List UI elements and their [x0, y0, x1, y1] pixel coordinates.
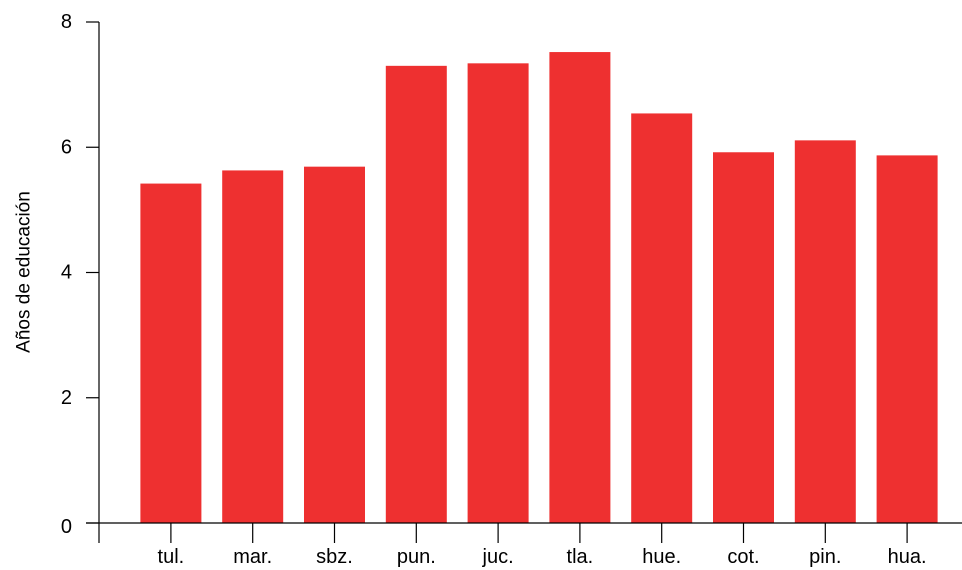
- x-ticks: tul. mar. sbz. pun. juc. tla. hue. cot. pin. hua.: [158, 523, 927, 568]
- x-tick-label: cot.: [727, 546, 759, 568]
- x-tick-label: pun.: [397, 546, 436, 568]
- y-axis-title: Años de educación: [14, 191, 35, 353]
- bar-tul: [140, 183, 202, 523]
- bar-hue: [631, 113, 693, 524]
- bar-pin: [794, 140, 856, 523]
- bar-tla: [549, 52, 611, 524]
- y-tick-label: 2: [61, 387, 72, 409]
- y-tick-label: 8: [61, 11, 72, 33]
- bar-pun: [385, 65, 447, 524]
- x-tick-label: hue.: [642, 546, 681, 568]
- x-tick-label: juc.: [482, 546, 514, 568]
- bar-sbz: [304, 166, 365, 523]
- bars-layer: [140, 52, 938, 524]
- x-tick-label: mar.: [233, 546, 272, 568]
- x-tick-label: hua.: [888, 546, 927, 568]
- bar-hua: [876, 155, 938, 524]
- axes-layer: [86, 22, 962, 543]
- x-tick-label: tul.: [158, 546, 185, 568]
- x-tick-label: sbz.: [316, 546, 353, 568]
- bar-juc: [467, 63, 529, 524]
- y-ticks: 0 2 4 6 8: [61, 11, 99, 538]
- x-tick-label: pin.: [809, 546, 841, 568]
- y-tick-label: 4: [61, 262, 72, 284]
- y-tick-label: 6: [61, 136, 72, 158]
- bar-cot: [713, 152, 774, 523]
- y-tick-label: 0: [61, 516, 72, 538]
- bar-mar: [222, 170, 284, 523]
- x-tick-label: tla.: [567, 546, 594, 568]
